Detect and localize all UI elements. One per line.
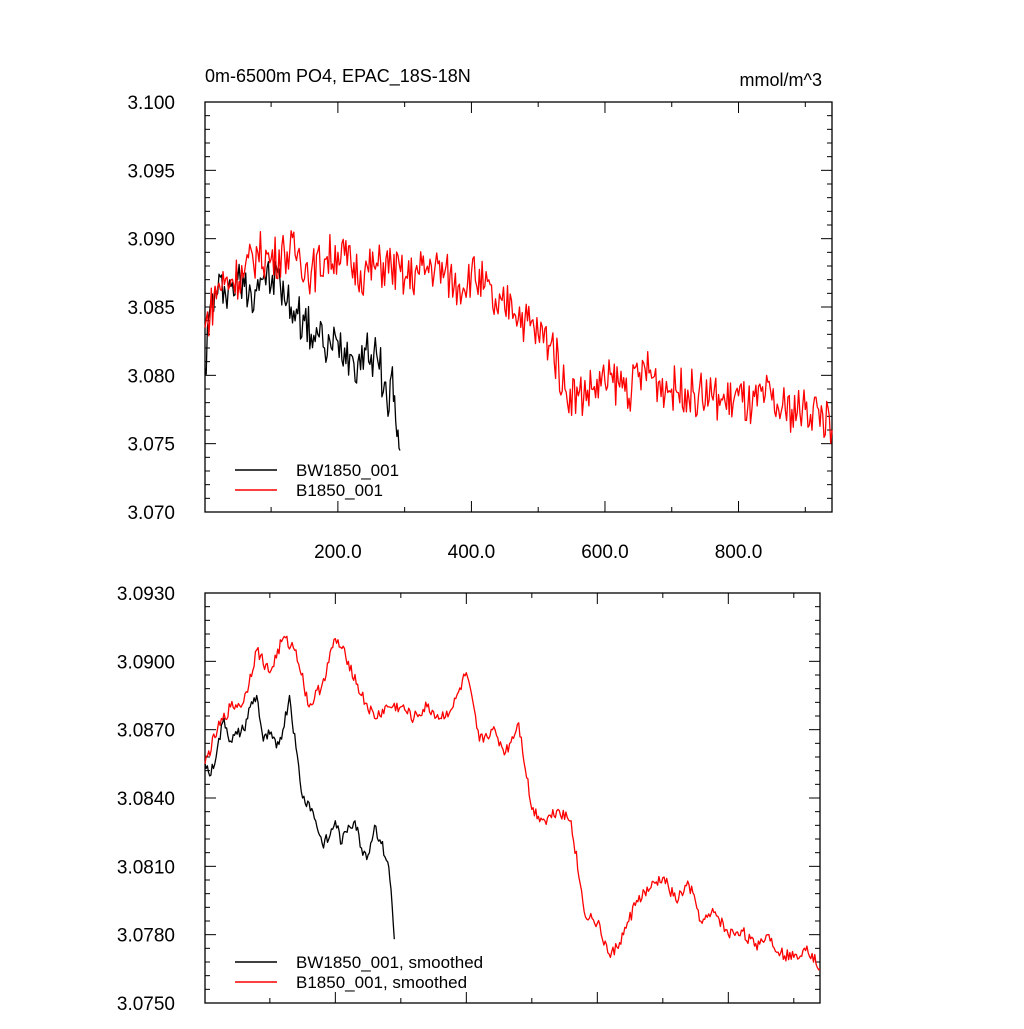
panel2-y-tick-label: 3.0870: [117, 721, 175, 742]
panel2-plot-frame: [204, 592, 821, 1004]
panel1-x-tick-label: 200.0: [314, 542, 362, 563]
panel2-y-tick-label: 3.0900: [117, 652, 175, 673]
panel1-legend-label-1: BW1850_001: [296, 461, 399, 480]
panel2-y-tick-label: 3.0840: [117, 789, 175, 810]
panel2-y-tick-label: 3.0810: [117, 857, 175, 878]
panel1-y-tick-label: 3.085: [127, 298, 175, 319]
panel1-y-tick-label: 3.080: [127, 366, 175, 387]
panel1-y-tick-label: 3.070: [127, 503, 175, 524]
panel1-x-tick-label: 400.0: [448, 542, 496, 563]
panel2-y-tick-label: 3.0930: [117, 584, 175, 605]
panel2-legend-label-2: B1850_001, smoothed: [296, 973, 467, 992]
panel1-x-tick-label: 800.0: [715, 542, 763, 563]
panel1-chart-title: 0m-6500m PO4, EPAC_18S-18N: [205, 66, 471, 87]
panel1-units-label: mmol/m^3: [740, 70, 822, 90]
panel2-legend-label-1: BW1850_001, smoothed: [296, 953, 483, 972]
panel1-series-line-2: [204, 230, 833, 444]
panel2-y-tick-label: 3.0780: [117, 926, 175, 947]
panel1-legend-label-2: B1850_001: [296, 481, 383, 500]
panel1-y-tick-label: 3.075: [127, 435, 175, 456]
panel2-series-line-1: [204, 694, 395, 940]
panel1-y-tick-label: 3.090: [127, 230, 175, 251]
panel1-y-tick-label: 3.100: [127, 93, 175, 114]
panel1-x-tick-label: 600.0: [581, 542, 629, 563]
panel2-series-line-2: [204, 635, 821, 971]
panel1-y-tick-label: 3.095: [127, 161, 175, 182]
panel2-y-tick-label: 3.0750: [117, 994, 175, 1015]
